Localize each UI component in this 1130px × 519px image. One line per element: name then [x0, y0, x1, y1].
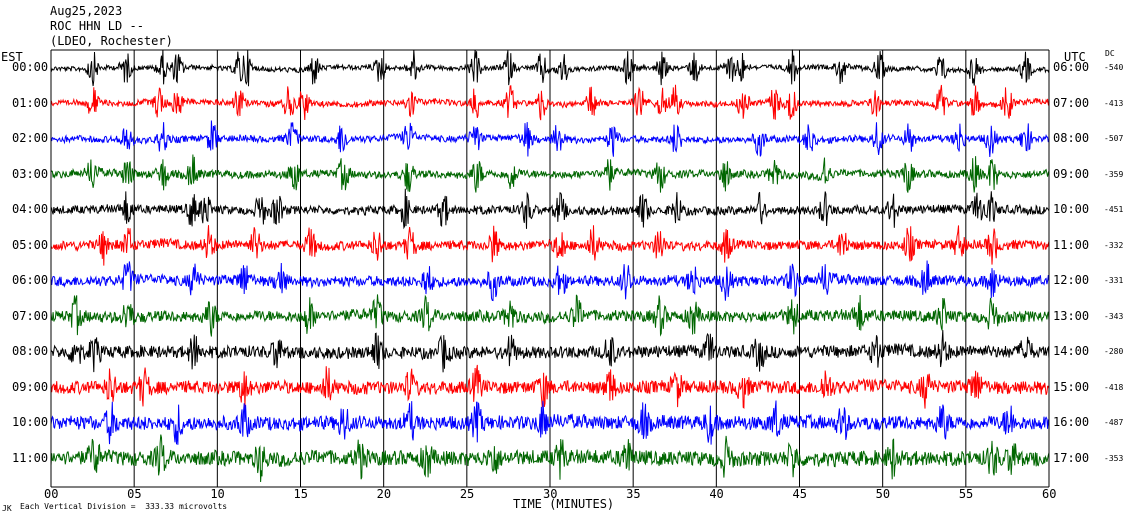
trace-row-01:00 — [50, 84, 1050, 121]
trace-row-09:00 — [50, 364, 1050, 409]
dc-value-4: -451 — [1104, 205, 1124, 214]
est-label-4: 04:00 — [12, 202, 49, 216]
utc-label-11: 17:00 — [1053, 450, 1090, 465]
est-label-1: 01:00 — [12, 95, 49, 110]
dc-value-9: -418 — [1104, 382, 1124, 392]
x-tick-25: 25 — [459, 487, 475, 501]
x-tick-20: 20 — [376, 487, 392, 501]
utc-label-3: 09:00 — [1053, 166, 1090, 181]
trace-row-08:00 — [50, 330, 1050, 373]
x-tick-15: 15 — [293, 487, 308, 501]
x-tick-35: 35 — [626, 487, 641, 501]
dc-value-3: -359 — [1104, 169, 1124, 179]
x-tick-05: 05 — [127, 487, 142, 501]
est-label-7: 07:00 — [12, 308, 49, 323]
network-name: (LDEO, Rochester) — [50, 34, 173, 48]
utc-label-5: 11:00 — [1053, 237, 1090, 252]
utc-label-9: 15:00 — [1053, 379, 1090, 394]
est-label-11: 11:00 — [12, 450, 49, 465]
dc-value-0: -540 — [1104, 63, 1124, 72]
x-tick-60: 60 — [1042, 487, 1057, 501]
dc-value-11: -353 — [1104, 453, 1124, 463]
trace-row-00:00 — [50, 49, 1050, 87]
utc-label-10: 16:00 — [1053, 415, 1090, 429]
trace-row-02:00 — [50, 120, 1050, 158]
est-label-10: 10:00 — [12, 415, 49, 429]
x-tick-45: 45 — [792, 487, 807, 501]
utc-label-4: 10:00 — [1053, 202, 1090, 216]
trace-row-04:00 — [50, 188, 1050, 230]
x-tick-00: 00 — [44, 487, 59, 501]
trace-row-05:00 — [50, 225, 1050, 266]
trace-row-07:00 — [50, 294, 1050, 337]
dc-value-8: -280 — [1104, 347, 1124, 356]
dc-value-1: -413 — [1104, 98, 1124, 108]
utc-label-6: 12:00 — [1053, 273, 1090, 287]
station-code: ROC HHN LD -- — [50, 19, 144, 33]
plot-frame — [50, 49, 1050, 488]
vertical-division-note: Each Vertical Division = 333.33 microvol… — [20, 502, 228, 511]
dc-value-7: -343 — [1104, 311, 1124, 321]
est-label-5: 05:00 — [12, 237, 49, 252]
seismic-traces — [50, 49, 1050, 483]
utc-label-1: 07:00 — [1053, 95, 1090, 110]
dc-value-5: -332 — [1104, 240, 1124, 250]
x-axis-title: TIME (MINUTES) — [513, 497, 615, 511]
est-label-6: 06:00 — [12, 273, 49, 287]
trace-row-10:00 — [50, 400, 1050, 445]
dc-value-10: -487 — [1104, 418, 1124, 427]
x-tick-50: 50 — [875, 487, 891, 501]
utc-label-8: 14:00 — [1053, 344, 1090, 358]
est-label-3: 03:00 — [12, 166, 49, 181]
est-label-9: 09:00 — [12, 379, 49, 394]
est-label-0: 00:00 — [12, 60, 49, 74]
trace-row-03:00 — [50, 154, 1050, 193]
trace-row-06:00 — [50, 260, 1050, 302]
utc-axis-label: UTC — [1064, 50, 1086, 64]
utc-label-0: 06:00 — [1053, 60, 1090, 74]
dc-value-2: -507 — [1104, 134, 1124, 143]
x-tick-40: 40 — [709, 487, 724, 501]
x-tick-10: 10 — [210, 487, 225, 501]
trace-row-11:00 — [50, 434, 1050, 483]
x-tick-55: 55 — [958, 487, 974, 501]
est-axis-label: EST — [1, 50, 23, 64]
footer-mark: JK — [2, 504, 12, 513]
plot-date: Aug25,2023 — [50, 4, 123, 18]
est-label-2: 02:00 — [12, 131, 49, 145]
utc-label-7: 13:00 — [1053, 308, 1090, 323]
utc-label-2: 08:00 — [1053, 131, 1090, 145]
dc-value-6: -331 — [1104, 276, 1124, 285]
x-tick-30: 30 — [543, 487, 558, 501]
est-label-8: 08:00 — [12, 344, 49, 358]
dc-header-label: DC — [1105, 49, 1115, 58]
